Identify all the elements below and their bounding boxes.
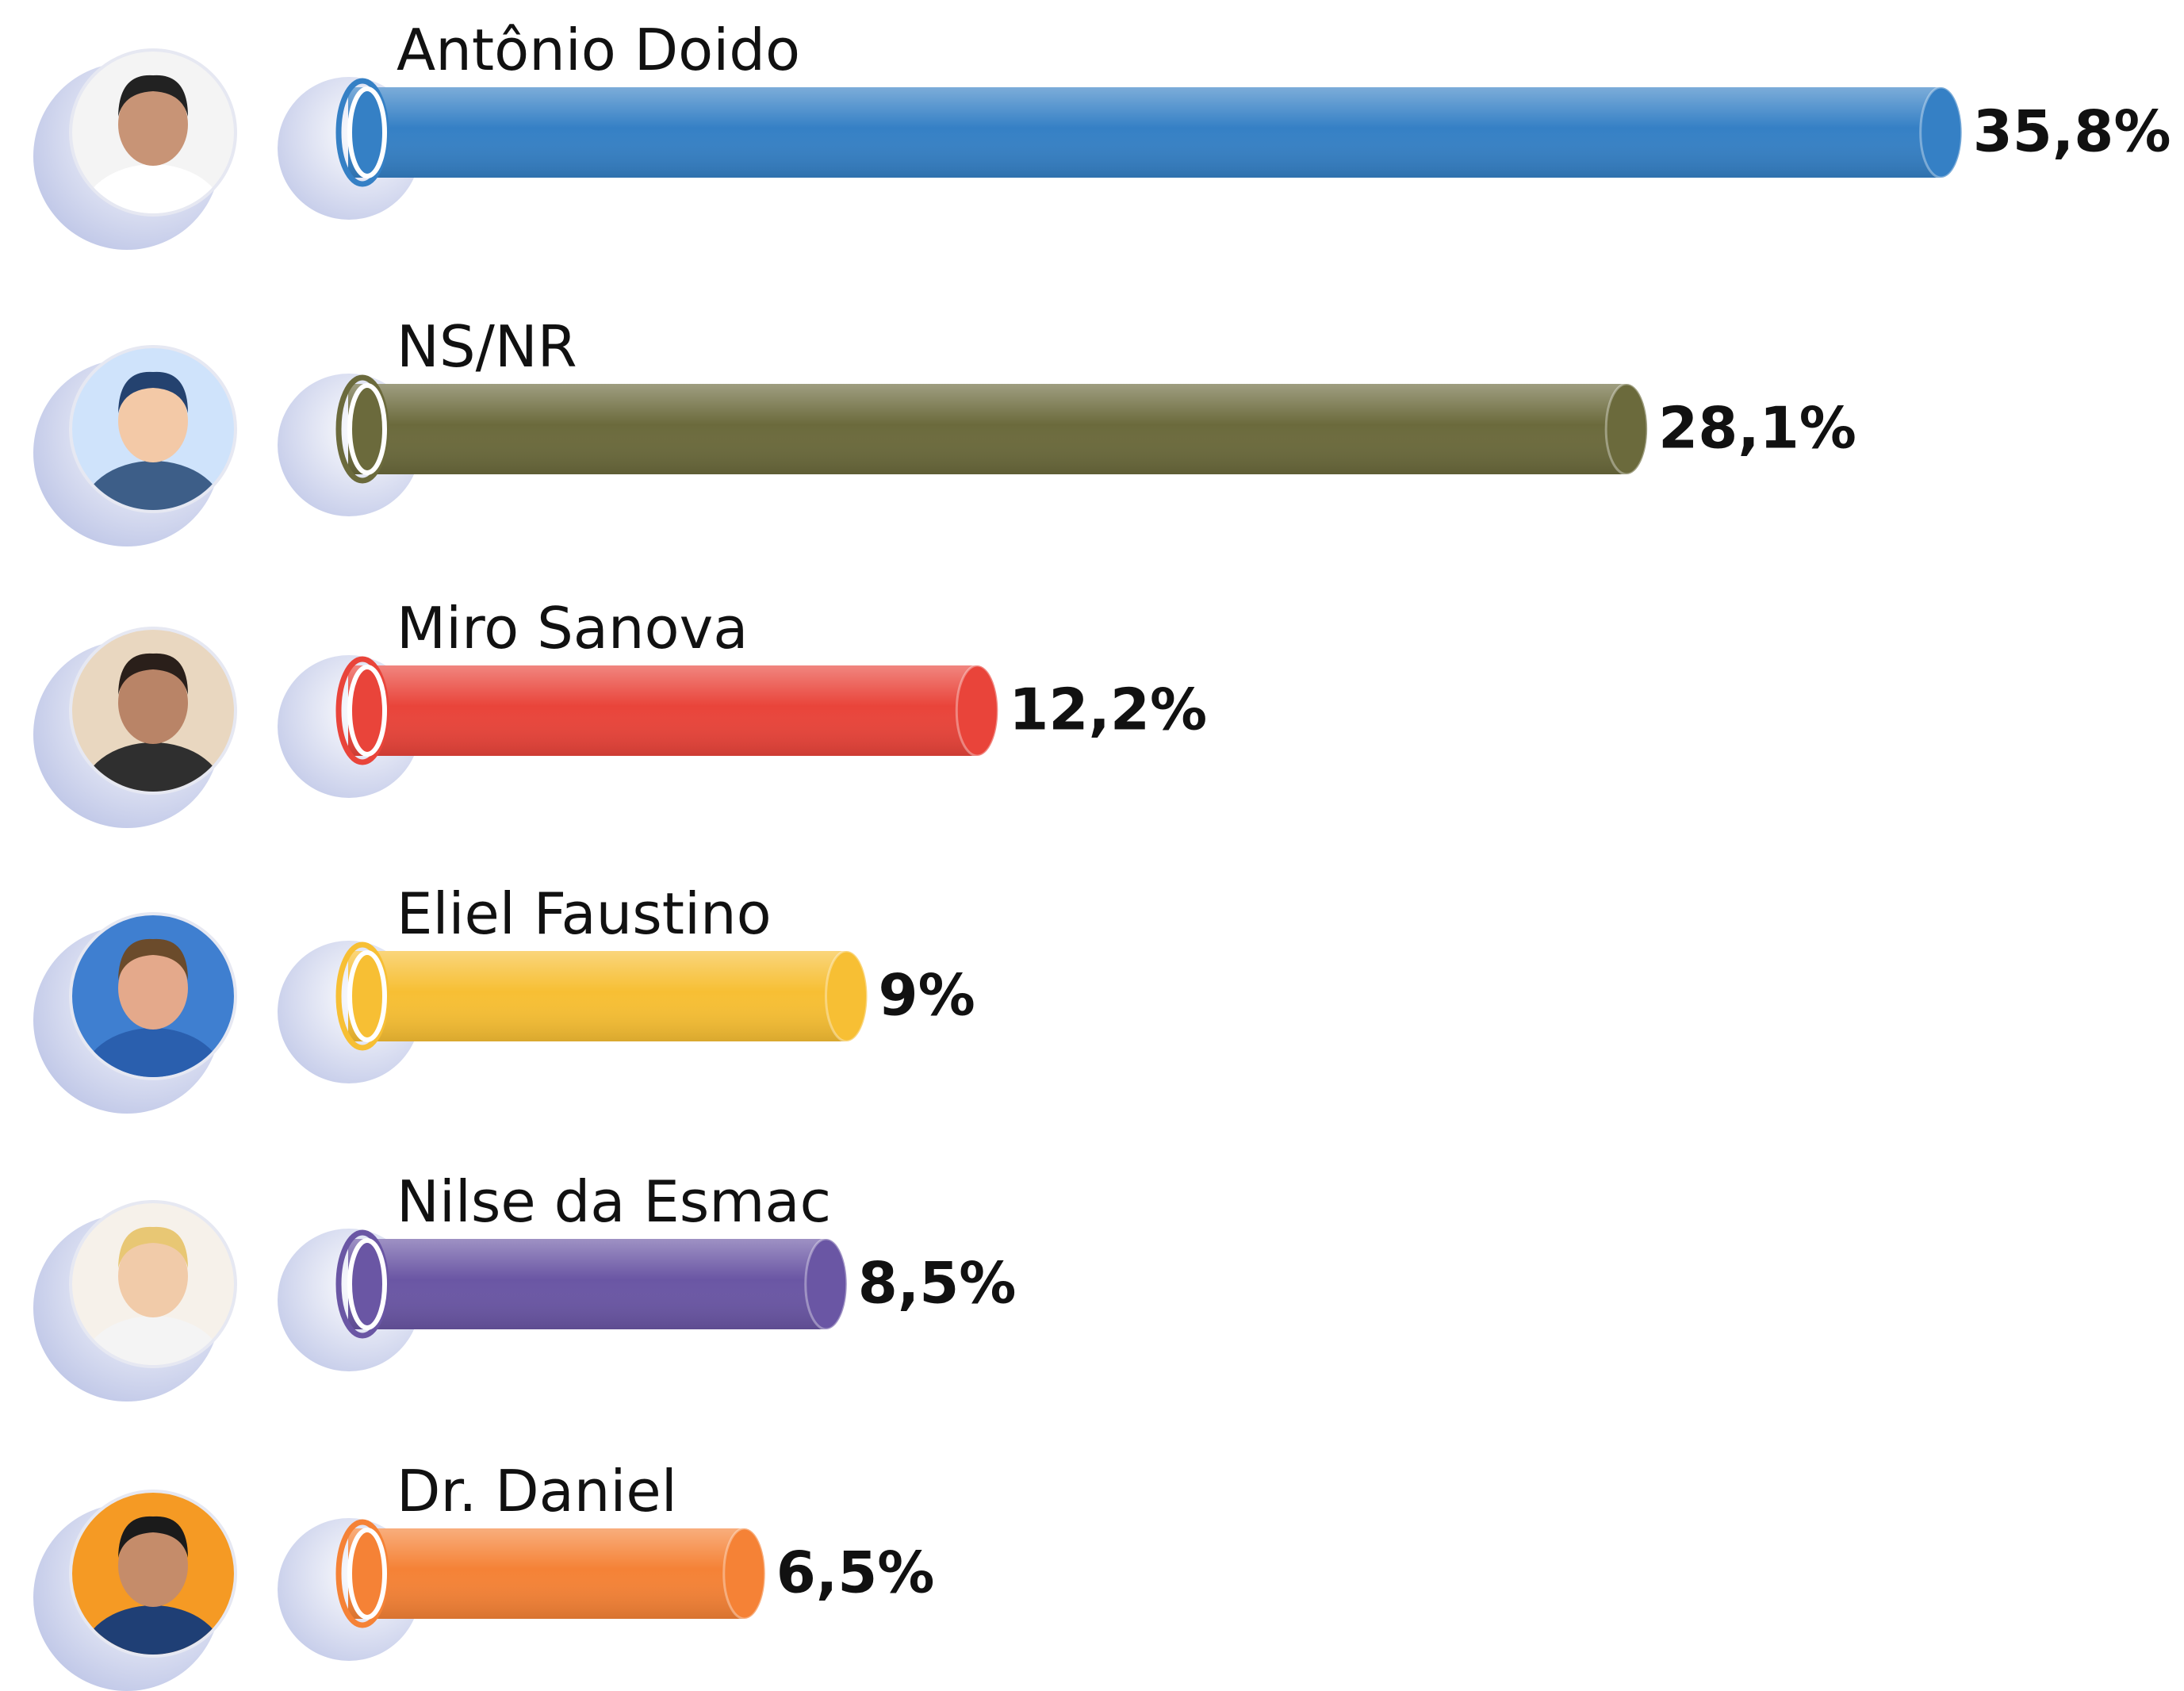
bar-end bbox=[1606, 384, 1647, 474]
value-label: 9% bbox=[879, 962, 975, 1029]
value-label: 12,2% bbox=[1009, 677, 1207, 743]
bar-start-inner bbox=[350, 1240, 385, 1328]
avatar bbox=[33, 1202, 236, 1427]
category-label: Dr. Daniel bbox=[397, 1458, 677, 1524]
category-label: Miro Sanova bbox=[397, 595, 748, 661]
avatar bbox=[33, 914, 236, 1139]
avatar bbox=[33, 1491, 236, 1691]
category-label: Nilse da Esmac bbox=[397, 1168, 831, 1235]
bar-start-inner bbox=[350, 667, 385, 754]
bar-end bbox=[806, 1239, 847, 1329]
bar-start-inner bbox=[350, 89, 385, 176]
bar-start-inner bbox=[350, 385, 385, 473]
bar-shade bbox=[348, 1528, 745, 1619]
value-label: 28,1% bbox=[1658, 395, 1856, 462]
category-label: Eliel Faustino bbox=[397, 880, 772, 947]
value-label: 35,8% bbox=[1973, 98, 2171, 165]
bar-start-inner bbox=[350, 953, 385, 1040]
bar-shade bbox=[348, 1239, 826, 1329]
page: Antônio Doido 35,8% NS/NR 28,1% Miro Sanova 1… bbox=[0, 0, 2184, 1691]
bar-shade bbox=[348, 951, 847, 1041]
chart: Antônio Doido 35,8% NS/NR 28,1% Miro Sanova 1… bbox=[0, 0, 2184, 1691]
bar-end bbox=[826, 951, 868, 1041]
avatar bbox=[33, 628, 236, 853]
bar-shade bbox=[348, 384, 1627, 474]
bar-shade bbox=[348, 665, 977, 756]
category-label: Antônio Doido bbox=[397, 17, 800, 83]
bar-end bbox=[956, 665, 998, 756]
avatar bbox=[33, 347, 236, 572]
bar-shade bbox=[348, 87, 1941, 178]
category-label: NS/NR bbox=[397, 313, 577, 380]
bar-end bbox=[724, 1528, 765, 1619]
value-label: 6,5% bbox=[776, 1540, 935, 1606]
bar-start-inner bbox=[350, 1530, 385, 1617]
value-label: 8,5% bbox=[858, 1250, 1017, 1317]
avatar bbox=[33, 50, 236, 275]
bar-end bbox=[1921, 87, 1962, 178]
